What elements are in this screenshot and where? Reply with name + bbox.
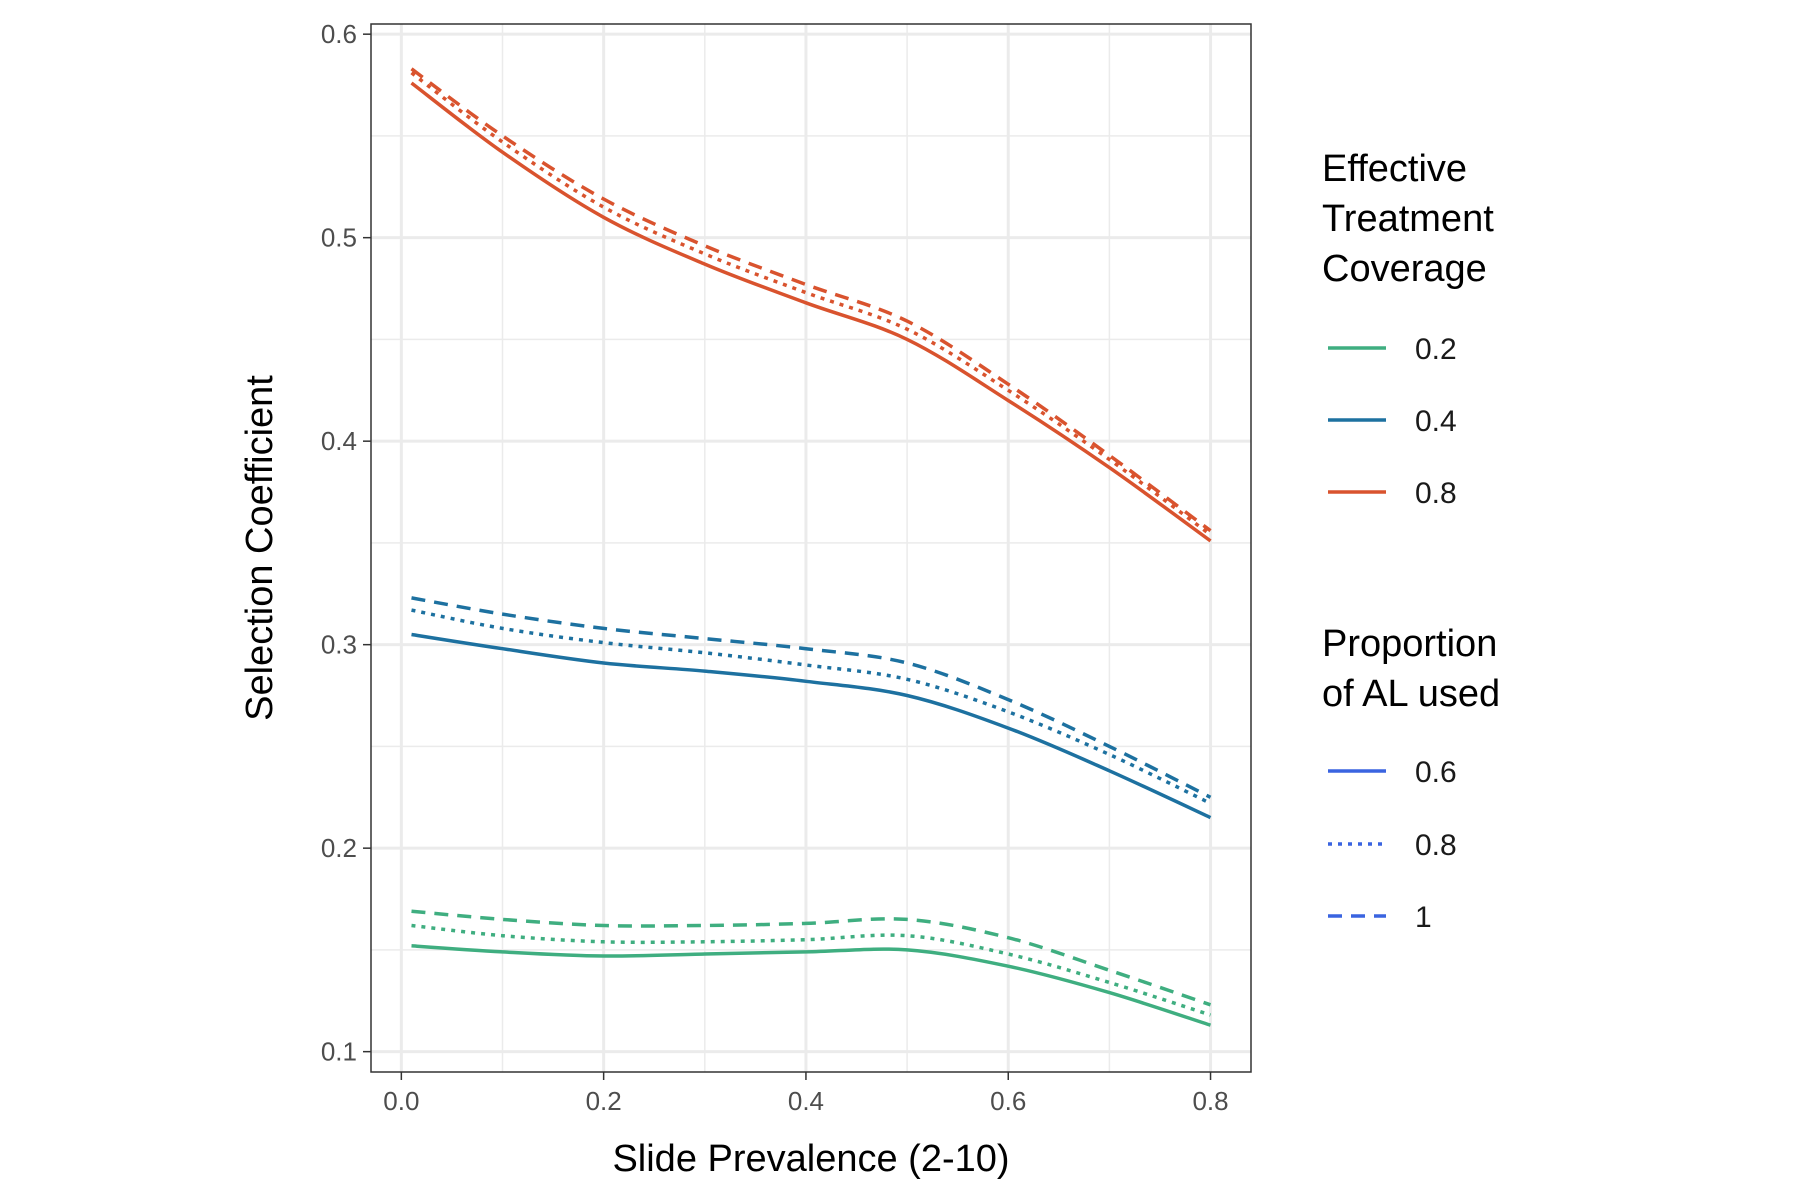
legend-coverage-title-line-1: Effective xyxy=(1322,148,1467,190)
series-line-coverage-0.2-al-0.6 xyxy=(411,944,1212,1027)
series-lines xyxy=(410,67,1212,1027)
legend-coverage-title-line-2: Treatment xyxy=(1322,198,1494,240)
legend-al-used-label-0.6: 0.6 xyxy=(1415,756,1457,789)
grid-minor xyxy=(371,24,1251,1072)
x-tick-label: 0.2 xyxy=(586,1086,622,1116)
legend-coverage-label-0.4: 0.4 xyxy=(1415,405,1457,438)
legend-al-used-label-1: 1 xyxy=(1415,901,1432,934)
y-tick-label: 0.1 xyxy=(321,1037,357,1067)
x-axis-ticks: 0.0 0.2 0.4 0.6 0.8 xyxy=(383,1072,1229,1116)
series-line-coverage-0.4-al-1 xyxy=(411,596,1212,799)
legend-al-used-title-line-2: of AL used xyxy=(1322,673,1500,715)
x-tick-label: 0.4 xyxy=(788,1086,824,1116)
legend-coverage-label-0.8: 0.8 xyxy=(1415,477,1457,510)
grid-major xyxy=(371,24,1251,1072)
x-axis-title: Slide Prevalence (2-10) xyxy=(612,1138,1009,1180)
y-tick-label: 0.4 xyxy=(321,426,357,456)
y-tick-label: 0.6 xyxy=(321,19,357,49)
legend-coverage-label-0.2: 0.2 xyxy=(1415,333,1457,366)
y-axis-ticks: 0.1 0.2 0.3 0.4 0.5 0.6 xyxy=(321,19,371,1067)
legend-al-used-label-0.8: 0.8 xyxy=(1415,829,1457,862)
y-tick-label: 0.2 xyxy=(321,833,357,863)
legend-al-used-title-line-1: Proportion xyxy=(1322,623,1497,665)
series-line-coverage-0.4-al-0.8 xyxy=(411,608,1212,805)
legend-coverage-title-line-3: Coverage xyxy=(1322,248,1487,290)
y-axis-title: Selection Coefficient xyxy=(239,375,281,721)
panel-border xyxy=(370,23,1252,1073)
series-line-coverage-0.4-al-0.6 xyxy=(411,632,1212,820)
y-tick-label: 0.3 xyxy=(321,630,357,660)
x-tick-label: 0.8 xyxy=(1192,1086,1228,1116)
y-tick-label: 0.5 xyxy=(321,223,357,253)
series-line-coverage-0.2-al-1 xyxy=(411,909,1212,1007)
series-line-coverage-0.8-al-0.6 xyxy=(410,81,1212,543)
legend-coverage: Effective Treatment Coverage 0.2 0.4 0.8 xyxy=(1322,148,1494,510)
panel-background xyxy=(371,24,1251,1072)
x-tick-label: 0.0 xyxy=(383,1086,419,1116)
legend-al-used: Proportion of AL used 0.6 0.8 1 xyxy=(1322,623,1500,934)
x-tick-label: 0.6 xyxy=(990,1086,1026,1116)
